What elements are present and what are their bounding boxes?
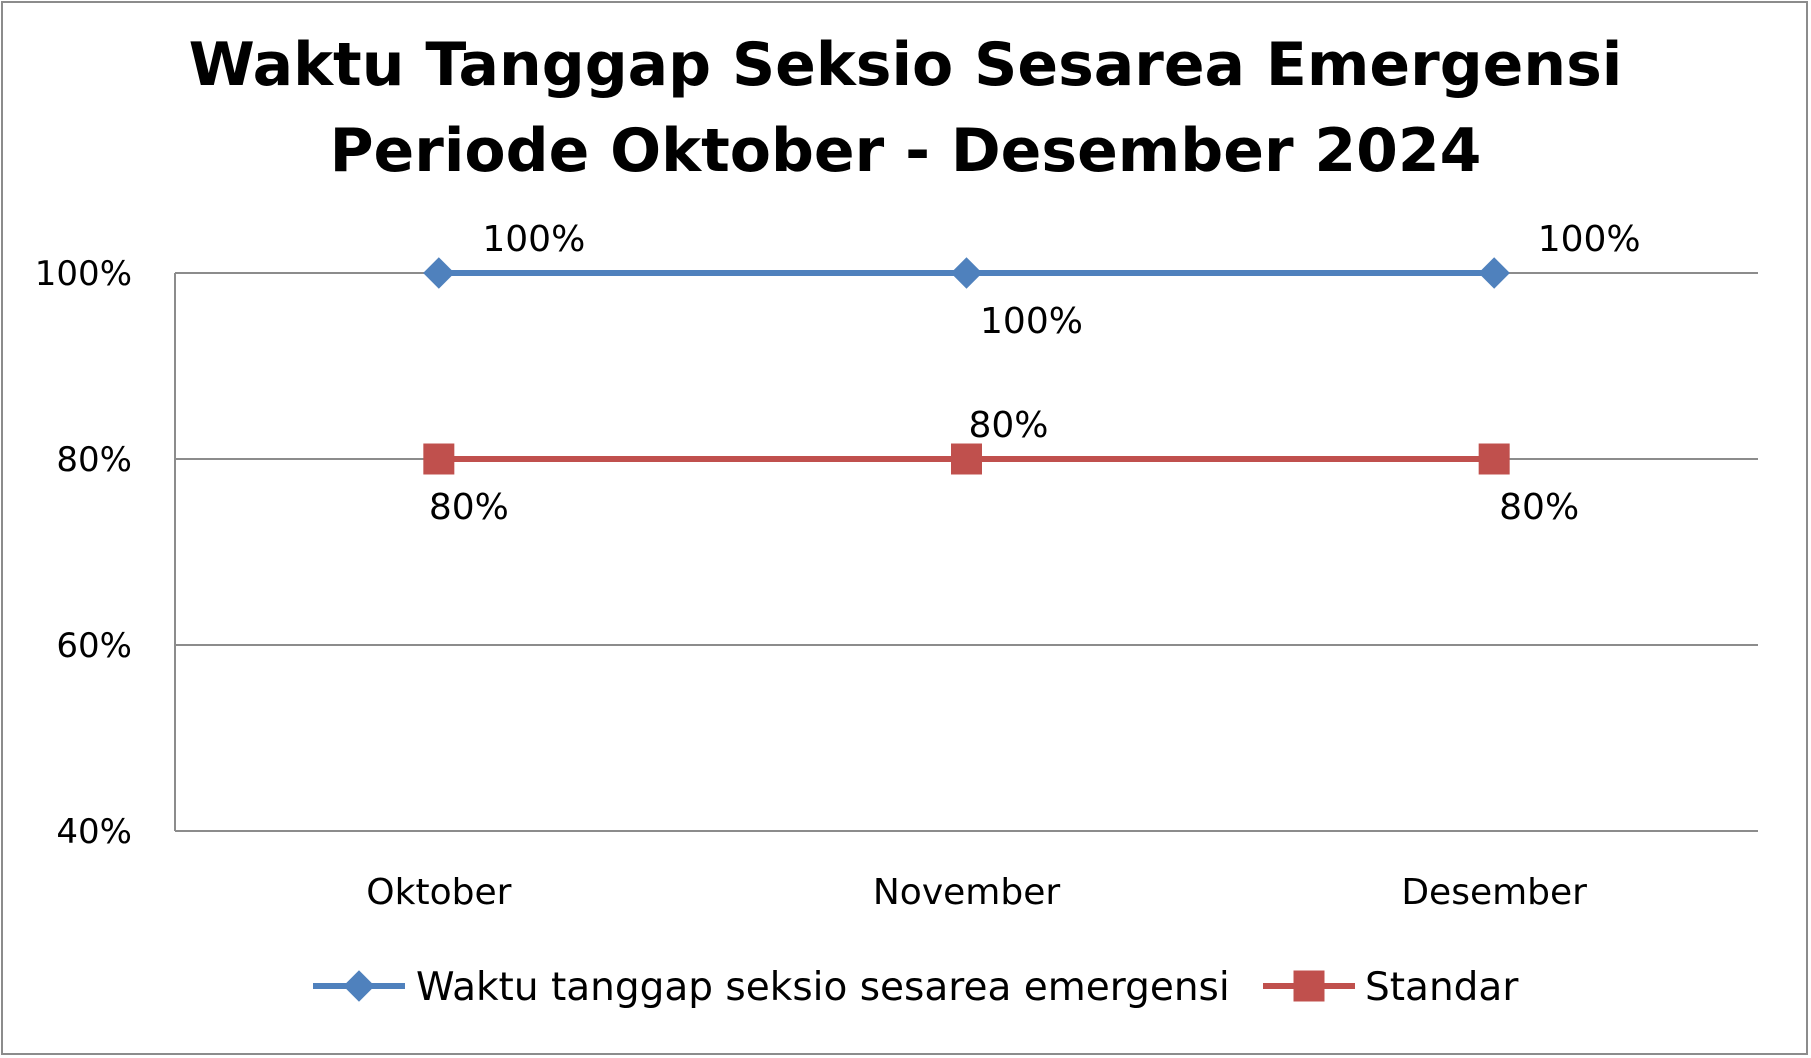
legend-marker-1 (1293, 970, 1325, 1002)
series-layer (423, 257, 1510, 475)
legend-label: Waktu tanggap seksio sesarea emergensi (416, 965, 1230, 1010)
y-tick-label: 60% (56, 626, 132, 666)
chart-title: Waktu Tanggap Seksio Sesarea Emergensi P… (0, 22, 1811, 194)
data-point-marker (1478, 257, 1510, 289)
data-label: 80% (1499, 487, 1579, 528)
y-tick-label: 80% (56, 440, 132, 480)
data-point-marker (951, 443, 982, 475)
x-tick-label: Oktober (366, 872, 511, 913)
x-axis: Oktober November Desember (366, 872, 1587, 913)
data-label: 80% (429, 487, 509, 528)
legend-marker-0 (343, 970, 375, 1002)
data-label: 100% (482, 219, 585, 260)
chart-title-line-1: Waktu Tanggap Seksio Sesarea Emergensi (188, 30, 1623, 100)
gridlines (175, 272, 1758, 832)
y-tick-label: 100% (35, 254, 132, 294)
data-labels: 100% 100% 100% 80% 80% 80% (429, 219, 1641, 528)
data-point-marker (1478, 443, 1510, 475)
data-label: 80% (968, 405, 1048, 446)
data-label: 100% (980, 301, 1083, 342)
data-point-marker (423, 443, 455, 475)
y-axis: 40% 60% 80% 100% (35, 254, 176, 852)
y-tick-label: 40% (56, 812, 132, 852)
data-label: 100% (1538, 219, 1641, 260)
x-tick-label: Desember (1401, 872, 1587, 913)
chart-title-line-2: Periode Oktober - Desember 2024 (329, 116, 1482, 186)
legend: Waktu tanggap seksio sesarea emergensi St… (313, 965, 1519, 1010)
x-tick-label: November (873, 872, 1060, 913)
data-point-marker (423, 257, 455, 289)
legend-label: Standar (1365, 965, 1519, 1010)
data-point-marker (950, 257, 983, 289)
